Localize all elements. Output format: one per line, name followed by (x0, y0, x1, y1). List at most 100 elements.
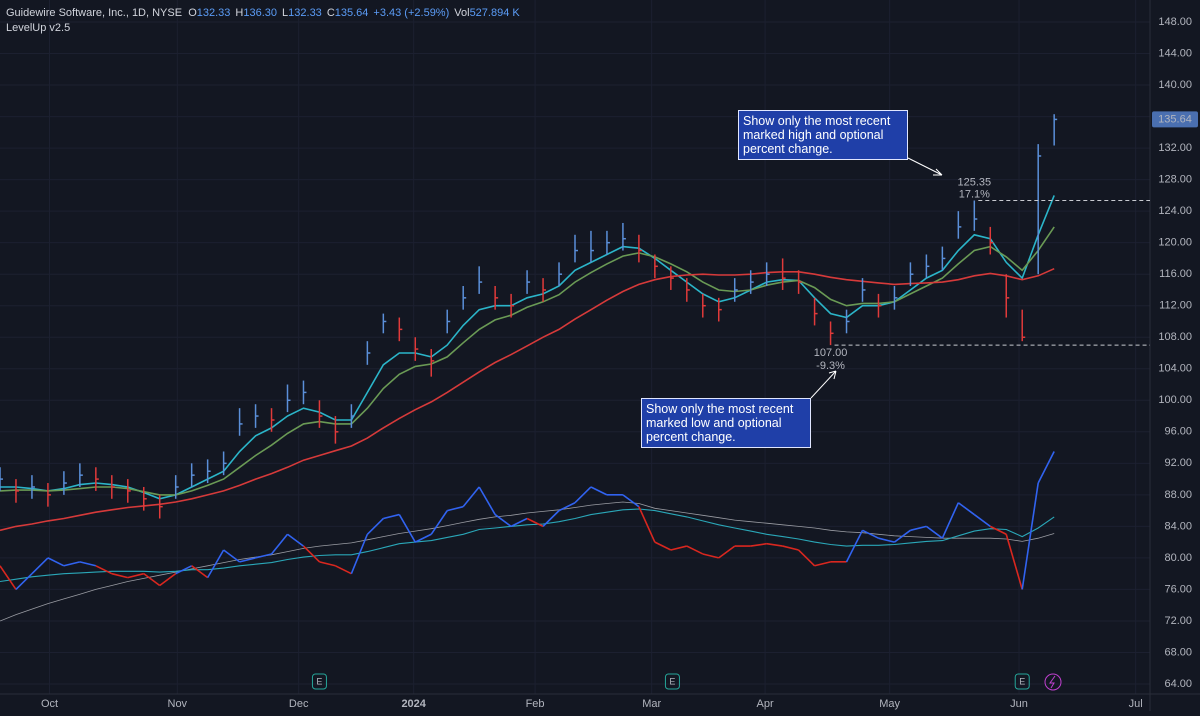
osc-segment (814, 561, 831, 567)
y-tick-label: 104.00 (1158, 363, 1192, 375)
osc-segment (63, 561, 81, 567)
osc-segment (798, 549, 816, 567)
y-tick-label: 148.00 (1158, 16, 1192, 28)
y-tick-label: 68.00 (1164, 646, 1192, 658)
event-badge (664, 673, 680, 690)
y-tick-label: 132.00 (1158, 142, 1192, 154)
symbol: Guidewire Software, Inc., 1D, NYSE (6, 7, 183, 19)
indicator-name: LevelUp v2.5 (6, 22, 71, 34)
osc-segment (542, 510, 560, 527)
osc-segment (111, 572, 128, 579)
osc-segment (702, 553, 719, 559)
osc-segment (1037, 451, 1055, 484)
osc-segment (95, 565, 113, 575)
osc-segment (686, 545, 704, 555)
x-tick-label: Nov (168, 698, 188, 710)
osc-segment (15, 573, 33, 590)
event-badge (311, 673, 327, 690)
osc-segment (79, 561, 97, 567)
osc-segment (1021, 482, 1039, 590)
osc-segment (414, 533, 432, 543)
event-label: E (1019, 676, 1025, 686)
osc-segment (159, 573, 177, 587)
y-tick-label: 92.00 (1164, 457, 1192, 469)
y-tick-label: 64.00 (1164, 678, 1192, 690)
osc-segment (366, 517, 384, 535)
osc-segment (989, 525, 1007, 535)
osc-segment (206, 549, 225, 579)
y-tick-label: 72.00 (1164, 615, 1192, 627)
y-tick-label: 116.00 (1159, 268, 1192, 280)
osc-segment (558, 502, 576, 512)
open: 132.33 (196, 7, 231, 19)
osc-segment (893, 529, 911, 543)
osc-segment (766, 542, 783, 547)
y-tick-label: 108.00 (1158, 331, 1192, 343)
osc-segment (430, 510, 448, 535)
moving-average (0, 195, 1055, 500)
callout-arrow (810, 370, 837, 399)
callout-low: Show only the most recent marked low and… (641, 398, 811, 448)
close-label: C (326, 7, 335, 19)
x-tick-label: 2024 (401, 698, 426, 710)
osc-segment (925, 525, 943, 539)
y-tick-label: 100.00 (1158, 394, 1192, 406)
osc-segment (223, 549, 241, 563)
osc-segment (670, 545, 687, 551)
marked-change: 17.1% (959, 188, 990, 200)
osc-segment (383, 513, 400, 520)
volume-label: Vol (454, 7, 470, 19)
osc-segment (910, 525, 927, 532)
event-label: E (669, 676, 675, 686)
osc-segment (574, 486, 592, 504)
quote-line: Guidewire Software, Inc., 1D, NYSE O132.… (6, 6, 525, 21)
x-tick-label: May (879, 698, 900, 710)
marked-value: 125.35 (957, 176, 991, 188)
close: 135.64 (334, 7, 369, 19)
osc-segment (526, 517, 544, 528)
osc-segment (622, 494, 640, 508)
osc-segment (941, 502, 960, 539)
osc-segment (878, 537, 895, 543)
y-tick-label: 112.00 (1159, 300, 1192, 312)
osc-segment (638, 506, 656, 543)
high-label: H (235, 7, 244, 19)
low-label: L (282, 7, 289, 19)
osc-segment (239, 557, 256, 563)
callout-high: Show only the most recent marked high an… (738, 110, 908, 160)
osc-segment (510, 517, 528, 528)
change: +3.43 (+2.59%) (373, 7, 450, 19)
osc-segment (973, 513, 991, 528)
moving-average (0, 267, 1055, 532)
y-tick-label: 120.00 (1158, 237, 1192, 249)
osc-segment (350, 533, 369, 574)
osc-segment (462, 486, 480, 508)
x-tick-label: Mar (642, 698, 661, 710)
osc-segment (1005, 534, 1023, 590)
osc-segment (175, 565, 193, 575)
x-tick-label: Dec (289, 698, 309, 710)
event-label: E (316, 676, 322, 686)
osc-segment (47, 557, 65, 567)
x-tick-label: Feb (526, 698, 545, 710)
y-tick-label: 84.00 (1164, 520, 1192, 532)
callout-arrow (907, 157, 943, 176)
osc-segment (862, 529, 879, 539)
open-label: O (188, 7, 197, 19)
osc-segment (31, 557, 49, 575)
osc-segment (398, 514, 416, 543)
osc-segment (255, 553, 272, 559)
osc-segment (0, 565, 17, 590)
volume: 527.894 K (469, 7, 520, 19)
osc-segment (845, 529, 864, 563)
y-tick-label: 124.00 (1158, 205, 1192, 217)
osc-segment (718, 545, 736, 559)
x-tick-label: Apr (757, 698, 774, 710)
osc-segment (590, 486, 608, 496)
osc-segment (654, 541, 672, 551)
split-icon-bolt (1049, 675, 1056, 689)
osc-segment (750, 542, 767, 547)
